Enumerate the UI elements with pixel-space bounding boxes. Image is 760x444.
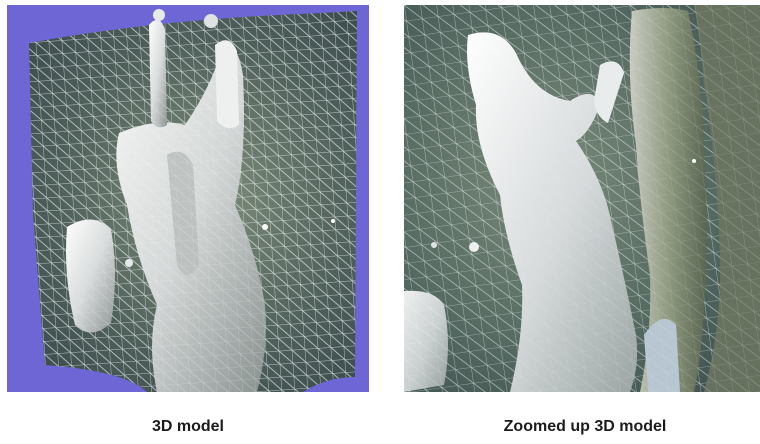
figure-caption-3d-model: 3D model [151,418,224,435]
figure-caption-zoomed-3d-model: Zoomed up 3D model [503,418,667,435]
3d-model-render [7,5,369,392]
3d-model-image [7,5,369,392]
zoomed-3d-model-image [404,5,760,392]
zoomed-3d-model-render [404,5,760,392]
